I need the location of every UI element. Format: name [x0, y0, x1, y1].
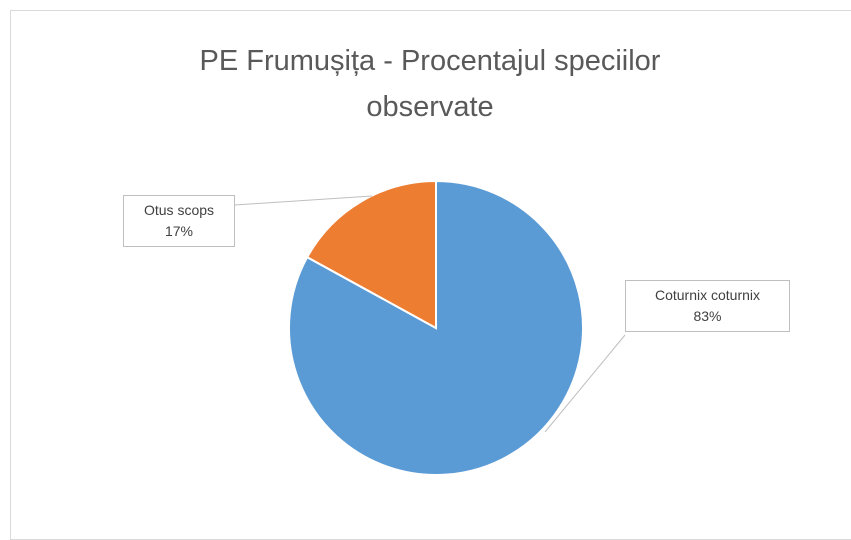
category-label: Otus scops: [143, 202, 215, 218]
leader-line: [544, 334, 626, 433]
data-label: Coturnix coturnix 83%: [625, 280, 790, 332]
chart-title: PE Frumușița - Procentajul speciilor obs…: [199, 45, 661, 123]
value-label: 83%: [693, 308, 722, 324]
data-label: Otus scops 17%: [123, 195, 235, 247]
pie-slice: [305, 179, 437, 330]
chart: [234, 179, 626, 476]
category-label: Coturnix coturnix: [654, 287, 761, 303]
leader-line: [234, 195, 373, 206]
value-label: 17%: [164, 223, 194, 239]
page: PE Frumușița - Procentajul speciilor obs…: [10, 10, 851, 540]
